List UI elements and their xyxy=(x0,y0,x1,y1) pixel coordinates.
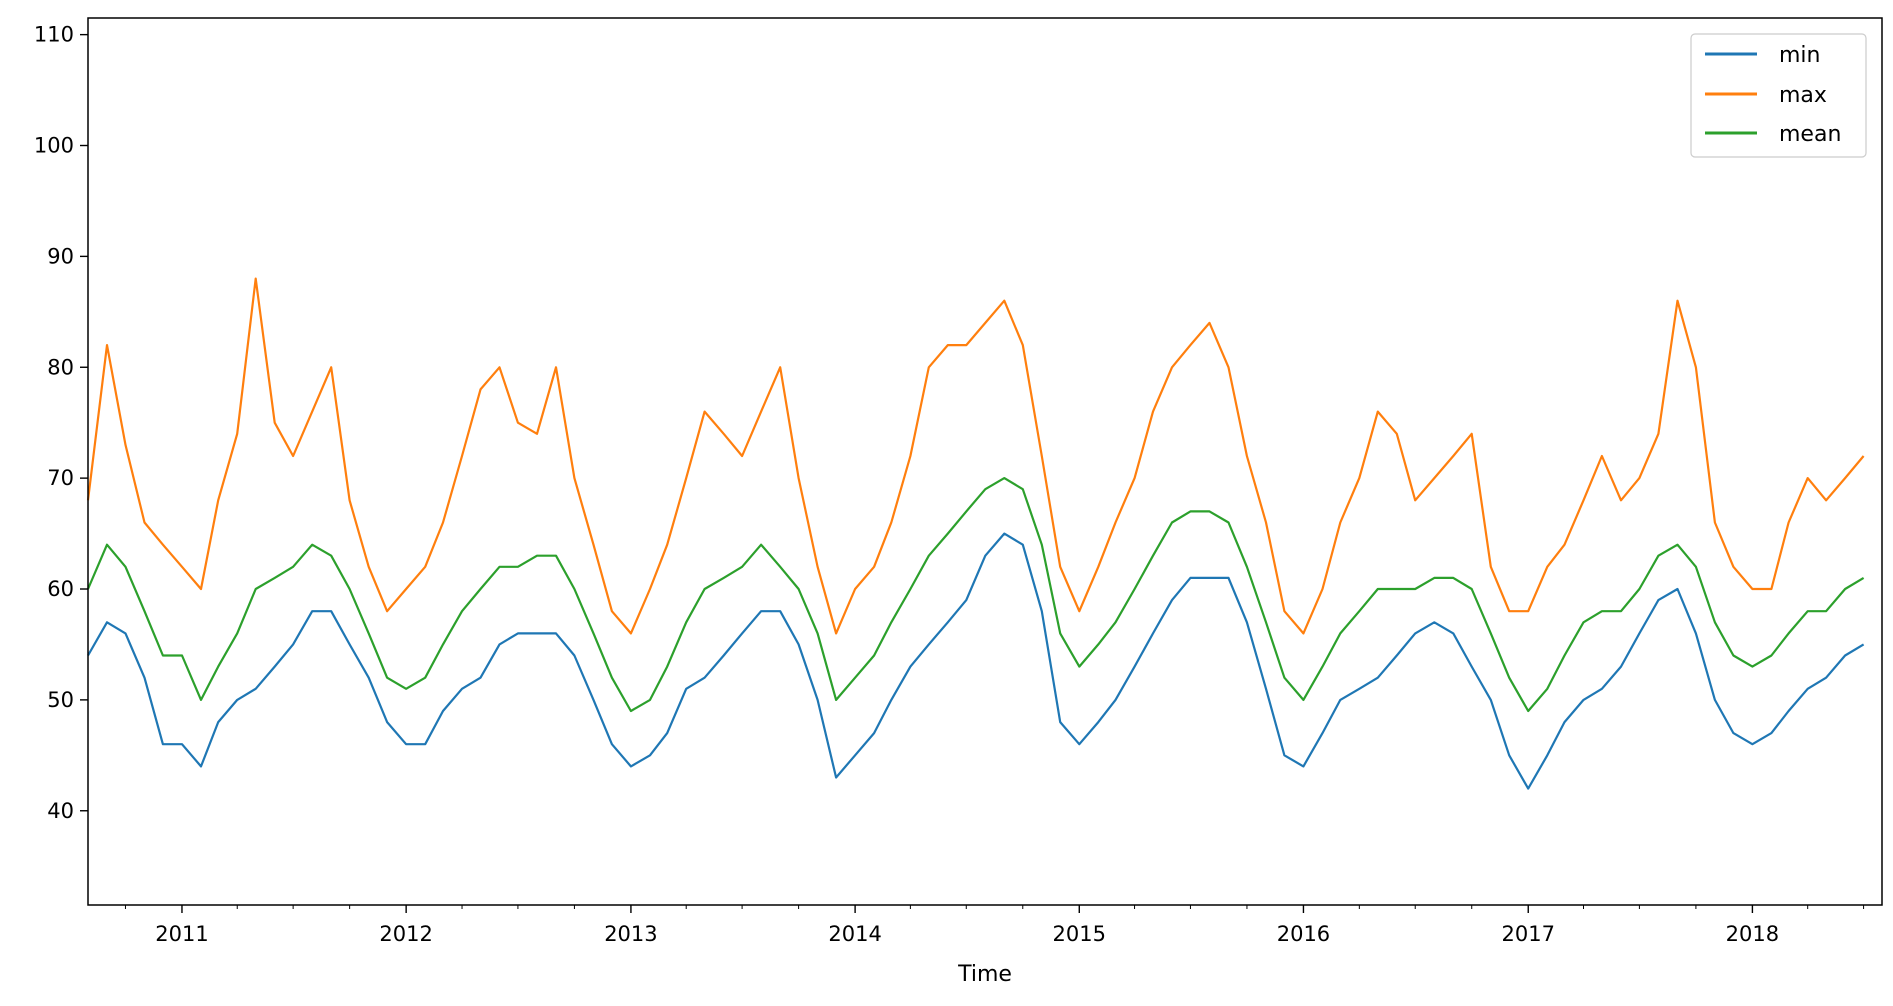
x-tick-label: 2015 xyxy=(1053,922,1106,946)
legend-label-max: max xyxy=(1779,83,1827,108)
series-line-mean xyxy=(86,477,1865,713)
x-tick-label: 2016 xyxy=(1277,922,1330,946)
y-tick-label: 110 xyxy=(34,23,74,47)
series-line-max xyxy=(86,277,1865,635)
y-tick-label: 50 xyxy=(47,688,74,712)
plot-frame xyxy=(87,17,1883,906)
x-tick-label: 2018 xyxy=(1726,922,1779,946)
x-axis-title: Time xyxy=(957,962,1012,987)
y-tick-label: 90 xyxy=(47,244,74,268)
x-axis: 2011 2012 2013 2014 2015 2016 2017 2018 xyxy=(124,905,1865,946)
plot-background xyxy=(88,18,1882,905)
x-tick-label: 2017 xyxy=(1502,922,1555,946)
x-tick-label: 2011 xyxy=(155,922,208,946)
y-tick-label: 80 xyxy=(47,355,74,379)
series-layer xyxy=(86,277,1865,790)
legend-box xyxy=(1690,33,1867,158)
x-tick-label: 2014 xyxy=(828,922,881,946)
y-tick-label: 100 xyxy=(34,134,74,158)
y-tick-label: 60 xyxy=(47,577,74,601)
y-tick-label: 70 xyxy=(47,466,74,490)
legend-label-mean: mean xyxy=(1779,122,1841,147)
series-line-min xyxy=(87,532,1865,790)
x-tick-label: 2013 xyxy=(604,922,657,946)
legend: min max mean xyxy=(1690,33,1867,158)
y-axis: 40 50 60 70 80 90 100 110 xyxy=(34,23,88,823)
legend-label-min: min xyxy=(1779,43,1821,68)
y-tick-label: 40 xyxy=(47,799,74,823)
x-tick-label: 2012 xyxy=(379,922,432,946)
